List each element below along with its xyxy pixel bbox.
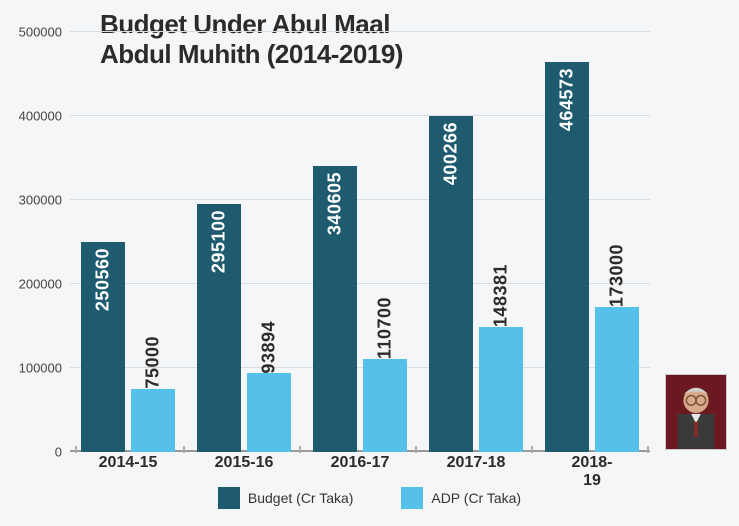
- bar-value-label: 400266: [441, 122, 462, 185]
- x-tick: [75, 446, 77, 453]
- legend-swatch-adp: [401, 487, 423, 509]
- x-tick: [647, 446, 649, 453]
- legend-item-adp: ADP (Cr Taka): [401, 487, 521, 509]
- y-tick-label: 0: [55, 445, 62, 460]
- bar-budget: 295100: [197, 204, 241, 452]
- x-category-label: 2015-16: [215, 454, 274, 472]
- y-axis: 0100000200000300000400000500000: [0, 32, 70, 452]
- bar-budget: 464573: [545, 62, 589, 452]
- x-tick: [299, 446, 301, 453]
- bar-budget: 340605: [313, 166, 357, 452]
- x-category-label: 2017-18: [447, 454, 506, 472]
- bar-value-label: 148381: [491, 260, 512, 327]
- bar-adp: 93894: [247, 373, 291, 452]
- x-tick: [415, 446, 417, 453]
- bar-value-label: 93894: [259, 317, 280, 374]
- y-tick-label: 100000: [19, 361, 62, 376]
- x-tick: [531, 446, 533, 453]
- portrait-photo: [665, 374, 727, 450]
- gridline: [70, 31, 650, 32]
- budget-chart: Budget Under Abul Maal Abdul Muhith (201…: [0, 0, 739, 526]
- bar-value-label: 340605: [325, 172, 346, 235]
- bar-budget: 250560: [81, 242, 125, 452]
- bar-value-label: 75000: [143, 332, 164, 389]
- x-tick: [183, 446, 185, 453]
- y-tick-label: 500000: [19, 25, 62, 40]
- x-category-label: 2014-15: [99, 454, 158, 472]
- bar-value-label: 110700: [375, 293, 396, 359]
- legend-item-budget: Budget (Cr Taka): [218, 487, 354, 509]
- x-category-label: 2018-19: [563, 454, 621, 490]
- plot-area: 250560 75000 295100 93894 340605 110700 400266…: [70, 32, 650, 452]
- bar-budget: 400266: [429, 116, 473, 452]
- bar-adp: 110700: [363, 359, 407, 452]
- bar-value-label: 173000: [607, 240, 628, 307]
- y-tick-label: 300000: [19, 193, 62, 208]
- x-category-label: 2016-17: [331, 454, 390, 472]
- bar-value-label: 464573: [557, 68, 578, 131]
- bar-adp: 173000: [595, 307, 639, 452]
- bar-adp: 75000: [131, 389, 175, 452]
- y-tick-label: 200000: [19, 277, 62, 292]
- legend-swatch-budget: [218, 487, 240, 509]
- legend-label-adp: ADP (Cr Taka): [431, 490, 521, 506]
- x-axis-labels: 2014-152015-162016-172017-182018-19: [70, 454, 650, 478]
- bar-value-label: 295100: [209, 210, 230, 273]
- bar-value-label: 250560: [93, 248, 114, 311]
- legend: Budget (Cr Taka) ADP (Cr Taka): [0, 487, 739, 512]
- legend-label-budget: Budget (Cr Taka): [248, 490, 354, 506]
- bar-adp: 148381: [479, 327, 523, 452]
- y-tick-label: 400000: [19, 109, 62, 124]
